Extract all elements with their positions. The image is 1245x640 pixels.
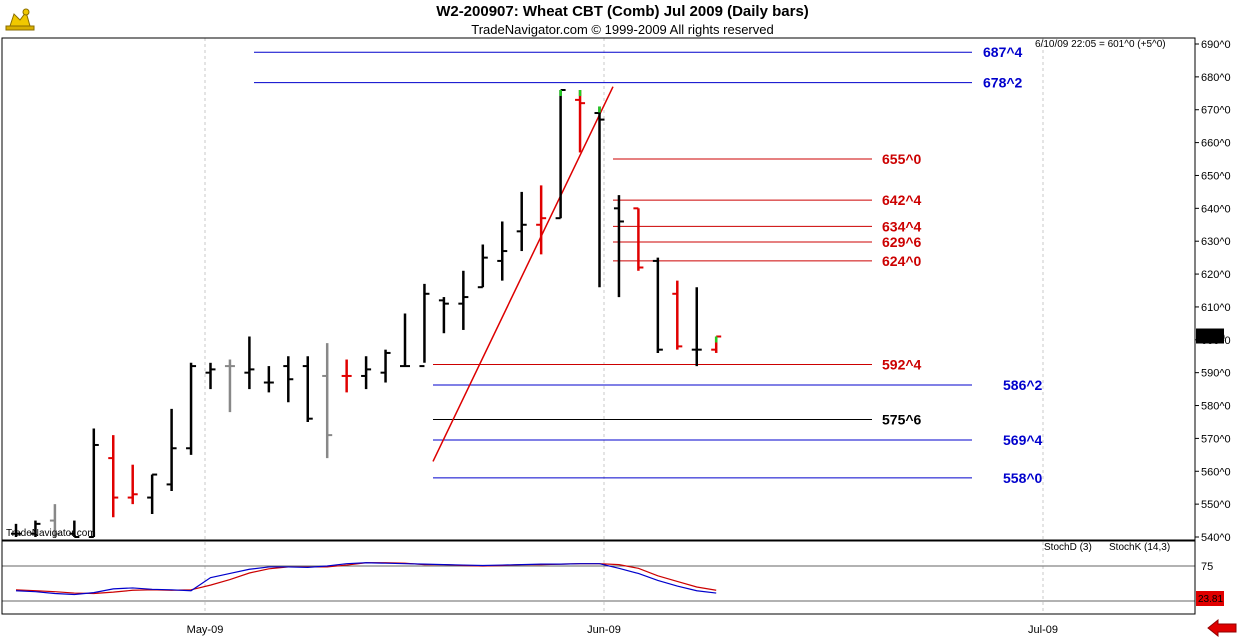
level-label: 687^4 (983, 44, 1023, 60)
y-tick-label: 660^0 (1201, 138, 1231, 150)
price-tag-box (1196, 328, 1224, 344)
y-tick-label: 670^0 (1201, 105, 1231, 117)
level-label: 592^4 (882, 356, 922, 372)
chart-subtitle: TradeNavigator.com © 1999-2009 All right… (471, 22, 774, 37)
grid (204, 38, 1044, 614)
y-tick-label: 590^0 (1201, 368, 1231, 380)
price-tag-label: 601^0 (1198, 333, 1225, 344)
stochK-legend: StochK (14,3) (1109, 542, 1170, 553)
price-bars (11, 89, 722, 538)
y-tick-label: 690^0 (1201, 39, 1231, 51)
stoch-panel-frame (1, 540, 1196, 615)
bull-logo-icon (4, 4, 36, 37)
stoch-y-tick: 75 (1201, 561, 1213, 573)
level-label: 558^0 (1003, 470, 1043, 486)
level-label: 624^0 (882, 253, 922, 269)
y-tick-label: 580^0 (1201, 401, 1231, 413)
y-tick-label: 550^0 (1201, 499, 1231, 511)
y-tick-label: 560^0 (1201, 466, 1231, 478)
scroll-left-arrow-icon (1207, 618, 1237, 638)
y-tick-label: 640^0 (1201, 203, 1231, 215)
y-tick-label: 630^0 (1201, 236, 1231, 248)
y-tick-label: 680^0 (1201, 72, 1231, 84)
chart-title: W2-200907: Wheat CBT (Comb) Jul 2009 (Da… (436, 3, 809, 20)
x-tick-label: Jun-09 (587, 624, 621, 636)
y-tick-label: 570^0 (1201, 433, 1231, 445)
level-label: 655^0 (882, 151, 922, 167)
level-label: 586^2 (1003, 377, 1043, 393)
y-tick-label: 610^0 (1201, 302, 1231, 314)
stochastic-panel: StochD (3) StochK (14,3) (2, 542, 1195, 602)
stochD-legend: StochD (3) (1044, 542, 1092, 553)
stochK-line (15, 562, 717, 596)
level-label: 642^4 (882, 192, 922, 208)
level-label: 575^6 (882, 412, 922, 428)
level-label: 629^6 (882, 234, 922, 250)
timestamp-label: 6/10/09 22:05 = 601^0 (+5^0) (1035, 39, 1166, 50)
watermark-label: TradeNavigator.com (6, 528, 96, 539)
x-tick-label: Jul-09 (1028, 624, 1058, 636)
level-label: 678^2 (983, 75, 1023, 91)
level-label: 569^4 (1003, 432, 1043, 448)
axes: May-09 Jun-09 Jul-09 540^0 550^0 560^0 570^0 58… (1, 37, 1237, 638)
stoch-tag-box (1196, 591, 1224, 606)
stoch-tag-label: 23.81 (1198, 594, 1223, 605)
y-tick-label: 620^0 (1201, 269, 1231, 281)
level-label: 634^4 (882, 218, 922, 234)
trendline (432, 86, 614, 462)
y-tick-label: 540^0 (1201, 532, 1231, 544)
y-tick-label: 650^0 (1201, 170, 1231, 182)
price-panel-frame (1, 37, 1196, 541)
x-tick-label: May-09 (187, 624, 224, 636)
